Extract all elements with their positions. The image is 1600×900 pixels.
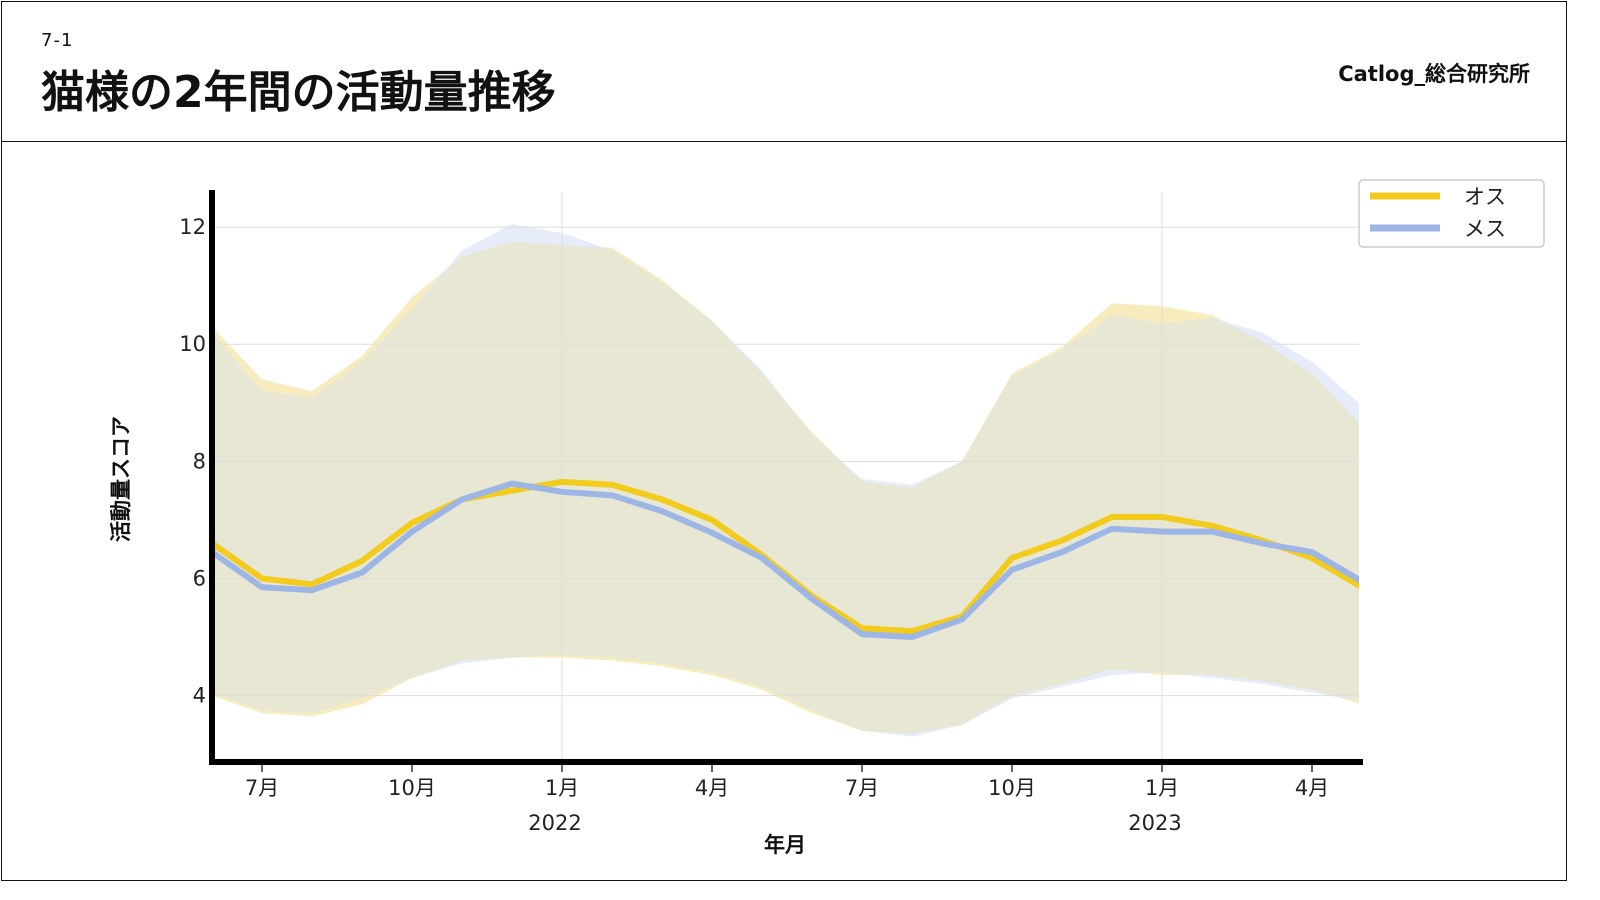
- confidence-bands: [215, 224, 1359, 737]
- x-tick-label: 7月: [245, 776, 279, 800]
- x-tick-year-label: 2023: [1128, 811, 1181, 835]
- x-tick-label: 1月: [1145, 776, 1179, 800]
- section-number: 7-1: [41, 30, 74, 51]
- brand-logo: Catlog_総合研究所: [1338, 62, 1530, 86]
- y-tick-label: 8: [193, 449, 206, 473]
- y-tick-label: 6: [193, 566, 206, 590]
- y-tick-label: 4: [193, 684, 206, 708]
- x-tick-label: 4月: [695, 776, 729, 800]
- x-tick-year-label: 2022: [528, 811, 581, 835]
- axes: [209, 190, 1363, 765]
- activity-line-chart: 4 6 8 10 12 7月 10月 1月 2022 4月 7月 10月 1月 2023 4月 年月 活動…: [109, 179, 1545, 857]
- x-axis-title: 年月: [764, 833, 806, 857]
- legend-box: [1358, 179, 1545, 248]
- y-tick-label: 12: [179, 215, 206, 239]
- header-bar: 7-1 猫様の2年間の活動量推移 Catlog_総合研究所: [2, 2, 1566, 142]
- page-title: 猫様の2年間の活動量推移: [41, 67, 556, 118]
- y-axis-title: 活動量スコア: [109, 416, 133, 542]
- x-tick-label: 4月: [1295, 776, 1329, 800]
- gridlines: [215, 192, 1359, 760]
- y-tick-label: 10: [179, 332, 206, 356]
- x-tick-label: 10月: [988, 776, 1036, 800]
- x-tick-label: 10月: [388, 776, 436, 800]
- legend-label-male: オス: [1464, 185, 1506, 209]
- series-lines: [215, 478, 1359, 641]
- x-tick-label: 7月: [845, 776, 879, 800]
- x-axis-ticks: 7月 10月 1月 2022 4月 7月 10月 1月 2023 4月: [245, 765, 1329, 835]
- band-overlap: [215, 241, 1359, 734]
- x-tick-label: 1月: [545, 776, 579, 800]
- legend-label-female: メス: [1464, 217, 1506, 241]
- y-axis-ticks: 4 6 8 10 12: [179, 215, 206, 707]
- series-line-female: [215, 480, 1359, 641]
- slide: 7-1 猫様の2年間の活動量推移 Catlog_総合研究所 4 6 8 10 12 7月…: [1, 1, 1567, 881]
